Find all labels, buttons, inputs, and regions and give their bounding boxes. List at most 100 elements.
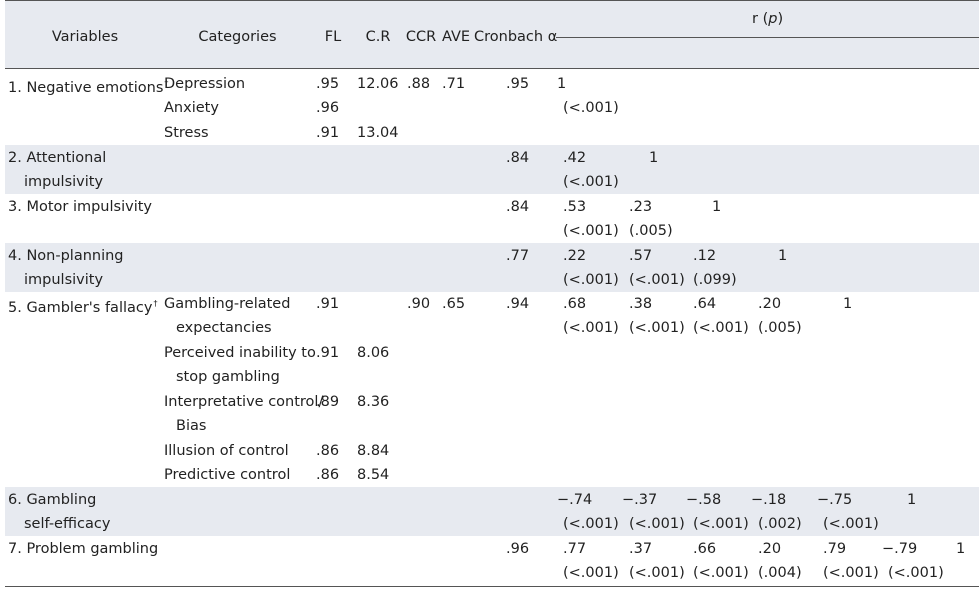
category-line2: stop gambling [176,369,280,385]
dagger-mark: † [164,79,169,88]
bottom-rule [5,586,979,587]
r-value: 1 [557,76,567,92]
variable-negative-emotions: 1. Negative emotions† [8,74,168,98]
p-value: (<.001) [563,516,619,532]
row-band-4 [5,243,979,292]
p-value: (<.001) [563,223,619,239]
p-value: (<.001) [823,565,879,581]
r-value: 1 [649,150,659,166]
alpha-value: .96 [506,541,530,557]
r-value: −.75 [817,492,853,508]
header-r: r (p) [752,9,783,29]
r-value: .64 [693,296,717,312]
header-fl: FL [324,29,342,45]
p-value: (<.001) [563,565,619,581]
alpha-value: .94 [506,296,530,312]
r-value: 1 [956,541,966,557]
p-value: (.002) [758,516,802,532]
r-value: .23 [629,199,653,215]
r-value: .22 [563,248,587,264]
variable-label: 5. Gambler's fallacy [8,300,153,316]
p-value: (<.001) [693,320,749,336]
cr-value: 8.06 [357,345,390,361]
r-value: −.74 [557,492,593,508]
top-rule [5,0,979,1]
p-value: (<.001) [563,320,619,336]
r-value: −.37 [622,492,658,508]
p-value: (<.001) [629,516,685,532]
fl-value: .91 [316,345,340,361]
variable-non-planning-impulsivity: 4. Non-planning [8,248,124,264]
fl-value: .86 [316,467,340,483]
alpha-value: .84 [506,199,530,215]
category: Predictive control [164,467,291,483]
r-value: .79 [823,541,847,557]
fl-value: .91 [316,125,340,141]
fl-value: .91 [316,296,340,312]
r-header-rule [556,37,979,38]
r-value: .20 [758,296,782,312]
ave-value: .71 [442,76,466,92]
r-value: .38 [629,296,653,312]
ccr-value: .90 [407,296,431,312]
header-categories: Categories [198,29,277,45]
r-value: 1 [712,199,722,215]
cr-value: 13.04 [357,125,399,141]
fl-value: .89 [316,394,340,410]
category-line2: expectancies [176,320,272,336]
category: Interpretative control/ [164,394,324,410]
p-value: (<.001) [563,100,619,116]
p-value: (<.001) [888,565,944,581]
r-value: .77 [563,541,587,557]
p-value: (<.001) [563,174,619,190]
r-value: 1 [907,492,917,508]
ccr-value: .88 [407,76,431,92]
p-value: (<.001) [693,516,749,532]
category: Stress [164,125,209,141]
p-value: (.004) [758,565,802,581]
variable-attentional-impulsivity-line2: impulsivity [24,174,104,190]
p-value: (.005) [758,320,802,336]
fl-value: .96 [316,100,340,116]
variable-gambling-self-efficacy-line2: self-efficacy [24,516,111,532]
category-line2: Bias [176,418,207,434]
category: Anxiety [164,100,219,116]
p-value: (<.001) [629,565,685,581]
cr-value: 8.54 [357,467,390,483]
header-r-label: r ( [752,11,769,27]
p-value: (<.001) [563,272,619,288]
r-value: .12 [693,248,717,264]
cr-value: 8.36 [357,394,390,410]
header-cr: C.R [365,29,391,45]
variable-gambling-self-efficacy: 6. Gambling [8,492,97,508]
ave-value: .65 [442,296,466,312]
r-value: .53 [563,199,587,215]
category: Depression [164,76,246,92]
p-value: (.005) [629,223,673,239]
header-cronbach: Cronbach α [474,29,558,45]
r-value: .57 [629,248,653,264]
r-value: −.79 [882,541,918,557]
header-background [5,0,979,68]
variable-attentional-impulsivity: 2. Attentional [8,150,107,166]
r-value: .37 [629,541,653,557]
r-value: .20 [758,541,782,557]
r-value: .68 [563,296,587,312]
r-value: .66 [693,541,717,557]
p-value: (.099) [693,272,737,288]
alpha-value: .95 [506,76,530,92]
r-value: −.18 [751,492,787,508]
variable-problem-gambling: 7. Problem gambling [8,541,159,557]
cr-value: 12.06 [357,76,399,92]
header-r-p: p [768,11,778,27]
r-value: 1 [778,248,788,264]
header-r-close: ) [777,11,784,27]
r-value: .42 [563,150,587,166]
variable-non-planning-impulsivity-line2: impulsivity [24,272,104,288]
header-ccr: CCR [405,29,437,45]
category: Perceived inability to [164,345,316,361]
p-value: (<.001) [629,320,685,336]
header-ave: AVE [441,29,471,45]
r-value: 1 [843,296,853,312]
